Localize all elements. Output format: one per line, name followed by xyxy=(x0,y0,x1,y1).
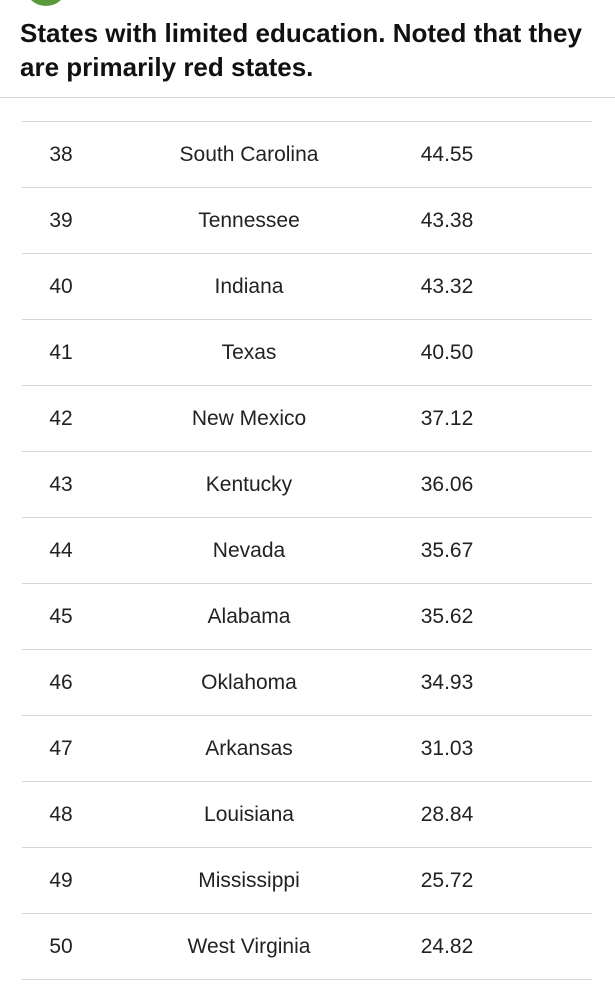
spacer-cell xyxy=(496,583,592,650)
table-row: 42 New Mexico 37.12 xyxy=(22,385,592,452)
rank-cell: 44 xyxy=(22,517,100,584)
spacer-cell xyxy=(496,715,592,782)
spacer-cell xyxy=(496,253,592,320)
table-row: 45 Alabama 35.62 xyxy=(22,583,592,650)
spacer-cell xyxy=(496,781,592,848)
spacer-cell xyxy=(496,913,592,980)
rank-cell: 39 xyxy=(22,187,100,254)
rank-cell: 47 xyxy=(22,715,100,782)
spacer-cell xyxy=(496,847,592,914)
value-cell: 35.67 xyxy=(398,517,496,584)
rank-cell: 42 xyxy=(22,385,100,452)
spacer-cell xyxy=(496,385,592,452)
rank-cell: 45 xyxy=(22,583,100,650)
spacer-cell xyxy=(496,517,592,584)
value-cell: 40.50 xyxy=(398,319,496,386)
table-viewport: 37Idaho45.9738South Carolina44.5539Tenne… xyxy=(0,98,615,1000)
table-row: 43 Kentucky 36.06 xyxy=(22,451,592,518)
avatar[interactable] xyxy=(26,0,66,6)
rank-cell: 46 xyxy=(22,649,100,716)
post-title: States with limited education. Noted tha… xyxy=(20,18,582,82)
value-cell: 37.12 xyxy=(398,385,496,452)
table-row: 37Idaho45.97 xyxy=(22,98,592,122)
spacer-cell xyxy=(496,451,592,518)
value-cell: 43.38 xyxy=(398,187,496,254)
state-cell: Tennessee xyxy=(100,187,398,254)
state-cell: Kentucky xyxy=(100,451,398,518)
value-cell: 35.62 xyxy=(398,583,496,650)
rank-cell: 41 xyxy=(22,319,100,386)
table-row: 44 Nevada 35.67 xyxy=(22,517,592,584)
state-cell: Mississippi xyxy=(100,847,398,914)
table-row: 38 South Carolina 44.55 xyxy=(22,121,592,188)
spacer-cell xyxy=(496,649,592,716)
rank-cell: 48 xyxy=(22,781,100,848)
state-cell: Nevada xyxy=(100,517,398,584)
state-cell: South Carolina xyxy=(100,121,398,188)
state-cell: Louisiana xyxy=(100,781,398,848)
spacer-cell xyxy=(496,98,592,122)
table-row: 47 Arkansas 31.03 xyxy=(22,715,592,782)
table-row: 49 Mississippi 25.72 xyxy=(22,847,592,914)
state-cell: West Virginia xyxy=(100,913,398,980)
table-row: 39 Tennessee 43.38 xyxy=(22,187,592,254)
value-cell: 25.72 xyxy=(398,847,496,914)
state-cell: Idaho xyxy=(100,98,398,122)
spacer-cell xyxy=(496,319,592,386)
rank-cell: 40 xyxy=(22,253,100,320)
value-cell: 44.55 xyxy=(398,121,496,188)
value-cell: 36.06 xyxy=(398,451,496,518)
table-row: 40 Indiana 43.32 xyxy=(22,253,592,320)
table-row: 50 West Virginia 24.82 xyxy=(22,913,592,980)
state-cell: Texas xyxy=(100,319,398,386)
ranking-table: 37Idaho45.9738South Carolina44.5539Tenne… xyxy=(22,98,592,980)
spacer-cell xyxy=(496,121,592,188)
state-cell: Arkansas xyxy=(100,715,398,782)
value-cell: 45.97 xyxy=(398,98,496,122)
rank-cell: 50 xyxy=(22,913,100,980)
value-cell: 43.32 xyxy=(398,253,496,320)
table-row: 46 Oklahoma 34.93 xyxy=(22,649,592,716)
rank-cell: 38 xyxy=(22,121,100,188)
spacer-cell xyxy=(496,187,592,254)
state-cell: Oklahoma xyxy=(100,649,398,716)
table-row: 48 Louisiana 28.84 xyxy=(22,781,592,848)
post-header: States with limited education. Noted tha… xyxy=(0,0,615,98)
value-cell: 31.03 xyxy=(398,715,496,782)
state-cell: Indiana xyxy=(100,253,398,320)
state-cell: Alabama xyxy=(100,583,398,650)
value-cell: 34.93 xyxy=(398,649,496,716)
value-cell: 24.82 xyxy=(398,913,496,980)
state-cell: New Mexico xyxy=(100,385,398,452)
value-cell: 28.84 xyxy=(398,781,496,848)
rank-cell: 49 xyxy=(22,847,100,914)
rank-cell: 37 xyxy=(22,98,100,122)
rank-cell: 43 xyxy=(22,451,100,518)
table-row: 41 Texas 40.50 xyxy=(22,319,592,386)
